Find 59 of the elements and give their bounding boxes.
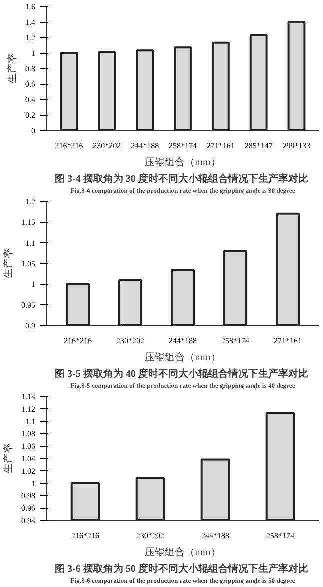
x-tick-label: 216*216 (55, 142, 84, 150)
y-tick-label: 0.4 (26, 96, 36, 104)
caption: 图 3-4 摆取角为 30 度时不同大小辊组合情况下生产率对比 (55, 173, 308, 185)
x-tick-label: 299*133 (282, 142, 311, 150)
y-axis-title: 生产率 (6, 54, 18, 84)
y-tick-label: 1.2 (26, 34, 36, 42)
x-tick-label: 230*202 (93, 142, 122, 150)
x-tick-label: 271*161 (206, 142, 235, 150)
x-tick-label: 271*161 (274, 336, 302, 346)
x-axis-title: 压辊组合（mm） (145, 546, 221, 558)
x-tick-label: 244*188 (169, 336, 197, 346)
y-tick-label: 1.6 (26, 2, 36, 12)
y-tick-label: 1.04 (22, 454, 36, 464)
caption: 图 3-6 摆取角为 50 度时不同大小辊组合情况下生产率对比 (55, 563, 308, 575)
y-tick-label: 0.95 (22, 300, 36, 310)
y-tick-label: 1.2 (26, 198, 36, 206)
x-tick-label: 258*174 (169, 142, 197, 150)
y-tick-label: 1.1 (26, 238, 36, 248)
y-tick-label: 0.2 (26, 111, 36, 120)
x-tick-label: 216*216 (72, 532, 100, 540)
x-tick-label: 258*174 (222, 336, 250, 346)
bar (288, 21, 306, 130)
y-tick-label: 1 (32, 280, 36, 290)
y-tick-label: 1.15 (22, 218, 36, 228)
bar (98, 51, 116, 130)
y-tick-label: 0.96 (22, 504, 36, 514)
y-tick-label: 0 (32, 126, 36, 136)
x-tick-label: 216*216 (64, 336, 92, 346)
y-tick-label: 0.8 (26, 64, 36, 74)
bar (174, 46, 192, 130)
y-tick-label: 1.4 (26, 18, 36, 27)
y-tick-label: 1.06 (22, 442, 36, 452)
x-axis-title: 压辊组合（mm） (145, 352, 221, 364)
x-tick-label: 244*188 (202, 532, 230, 540)
y-tick-label: 0.94 (22, 516, 36, 526)
y-tick-label: 0.98 (22, 492, 36, 501)
y-tick-label: 1.02 (22, 466, 36, 476)
y-tick-label: 1.1 (26, 417, 36, 426)
caption: 图 3-5 摆取角为 40 度时不同大小辊组合情况下生产率对比 (55, 368, 308, 380)
x-tick-label: 285*147 (244, 142, 273, 150)
bar (136, 50, 154, 130)
bar (212, 42, 230, 130)
x-tick-label: 230*202 (136, 532, 164, 540)
y-tick-label: 0.9 (26, 322, 36, 330)
y-tick-label: 1 (32, 49, 36, 58)
y-tick-label: 1.08 (22, 430, 36, 439)
x-axis-title: 压辊组合（mm） (145, 156, 221, 168)
y-tick-label: 1.14 (22, 392, 36, 402)
y-tick-label: 0.6 (26, 80, 36, 89)
bar (60, 52, 78, 130)
x-tick-label: 258*174 (266, 532, 294, 540)
y-tick-label: 1 (32, 479, 36, 488)
x-tick-label: 244*188 (131, 142, 160, 150)
y-axis-title: 生产率 (2, 248, 14, 278)
y-axis-title: 生产率 (2, 444, 14, 474)
y-tick-label: 1.12 (22, 404, 36, 414)
x-tick-label: 230*202 (116, 336, 144, 346)
y-tick-label: 1.05 (22, 260, 36, 268)
bar (250, 34, 268, 130)
